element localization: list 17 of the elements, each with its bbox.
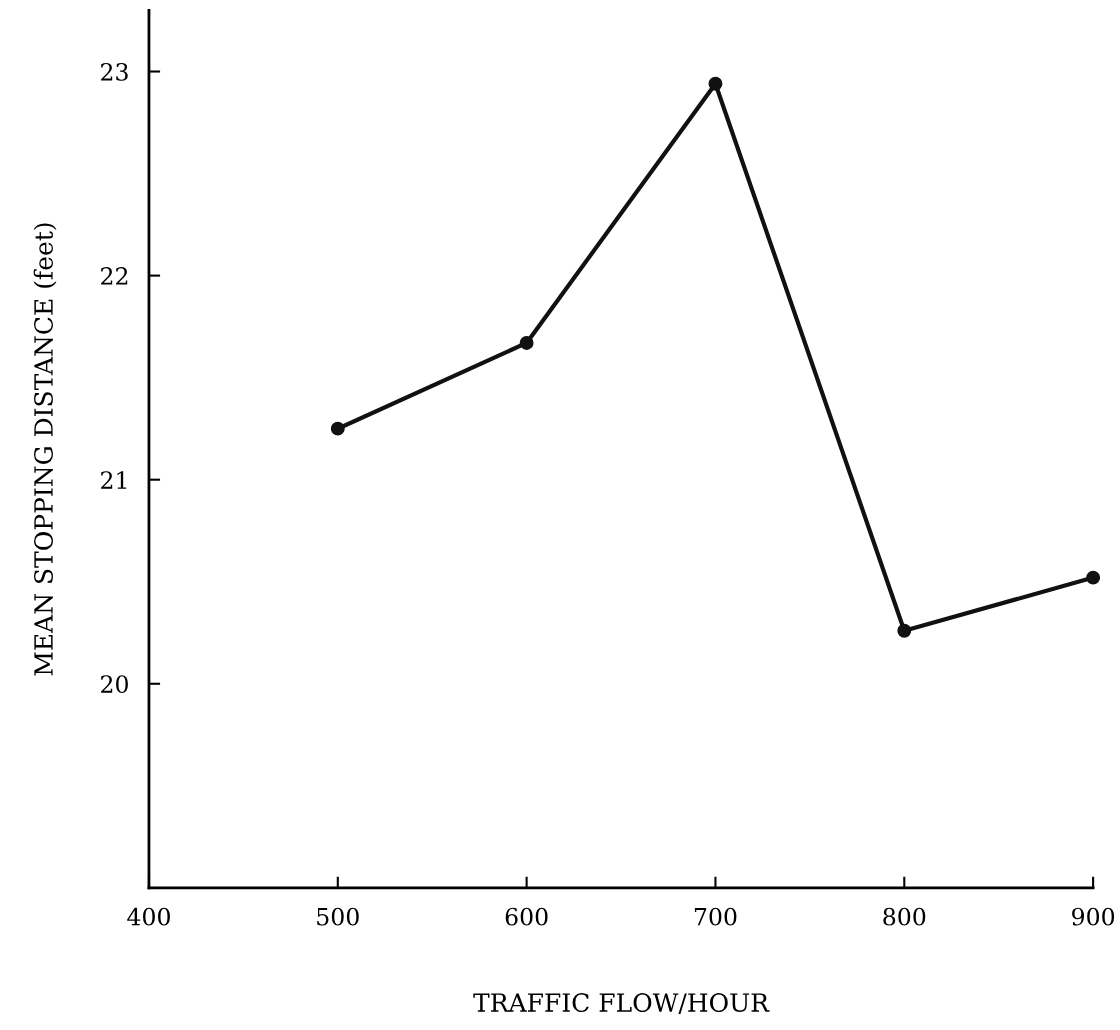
y-tick-label: 21 bbox=[101, 471, 127, 489]
x-tick-label: 700 bbox=[694, 907, 737, 926]
y-tick-label: 20 bbox=[101, 675, 128, 694]
x-tick-label: 600 bbox=[505, 907, 548, 926]
y-axis-title: MEAN STOPPING DISTANCE (feet) bbox=[33, 223, 57, 676]
x-axis-title: TRAFFIC FLOW/HOUR bbox=[473, 993, 770, 1014]
x-tick-label: 500 bbox=[317, 907, 359, 926]
point bbox=[1086, 570, 1101, 585]
x-tick-label: 400 bbox=[127, 907, 170, 926]
y-tick-label: 23 bbox=[101, 62, 128, 81]
point bbox=[330, 421, 345, 436]
x-tick-label: 900 bbox=[1072, 907, 1115, 926]
y-tick-label: 22 bbox=[101, 267, 128, 285]
point bbox=[897, 623, 912, 638]
x-tick-label: 800 bbox=[883, 907, 926, 926]
point bbox=[708, 76, 723, 91]
point bbox=[519, 336, 534, 350]
